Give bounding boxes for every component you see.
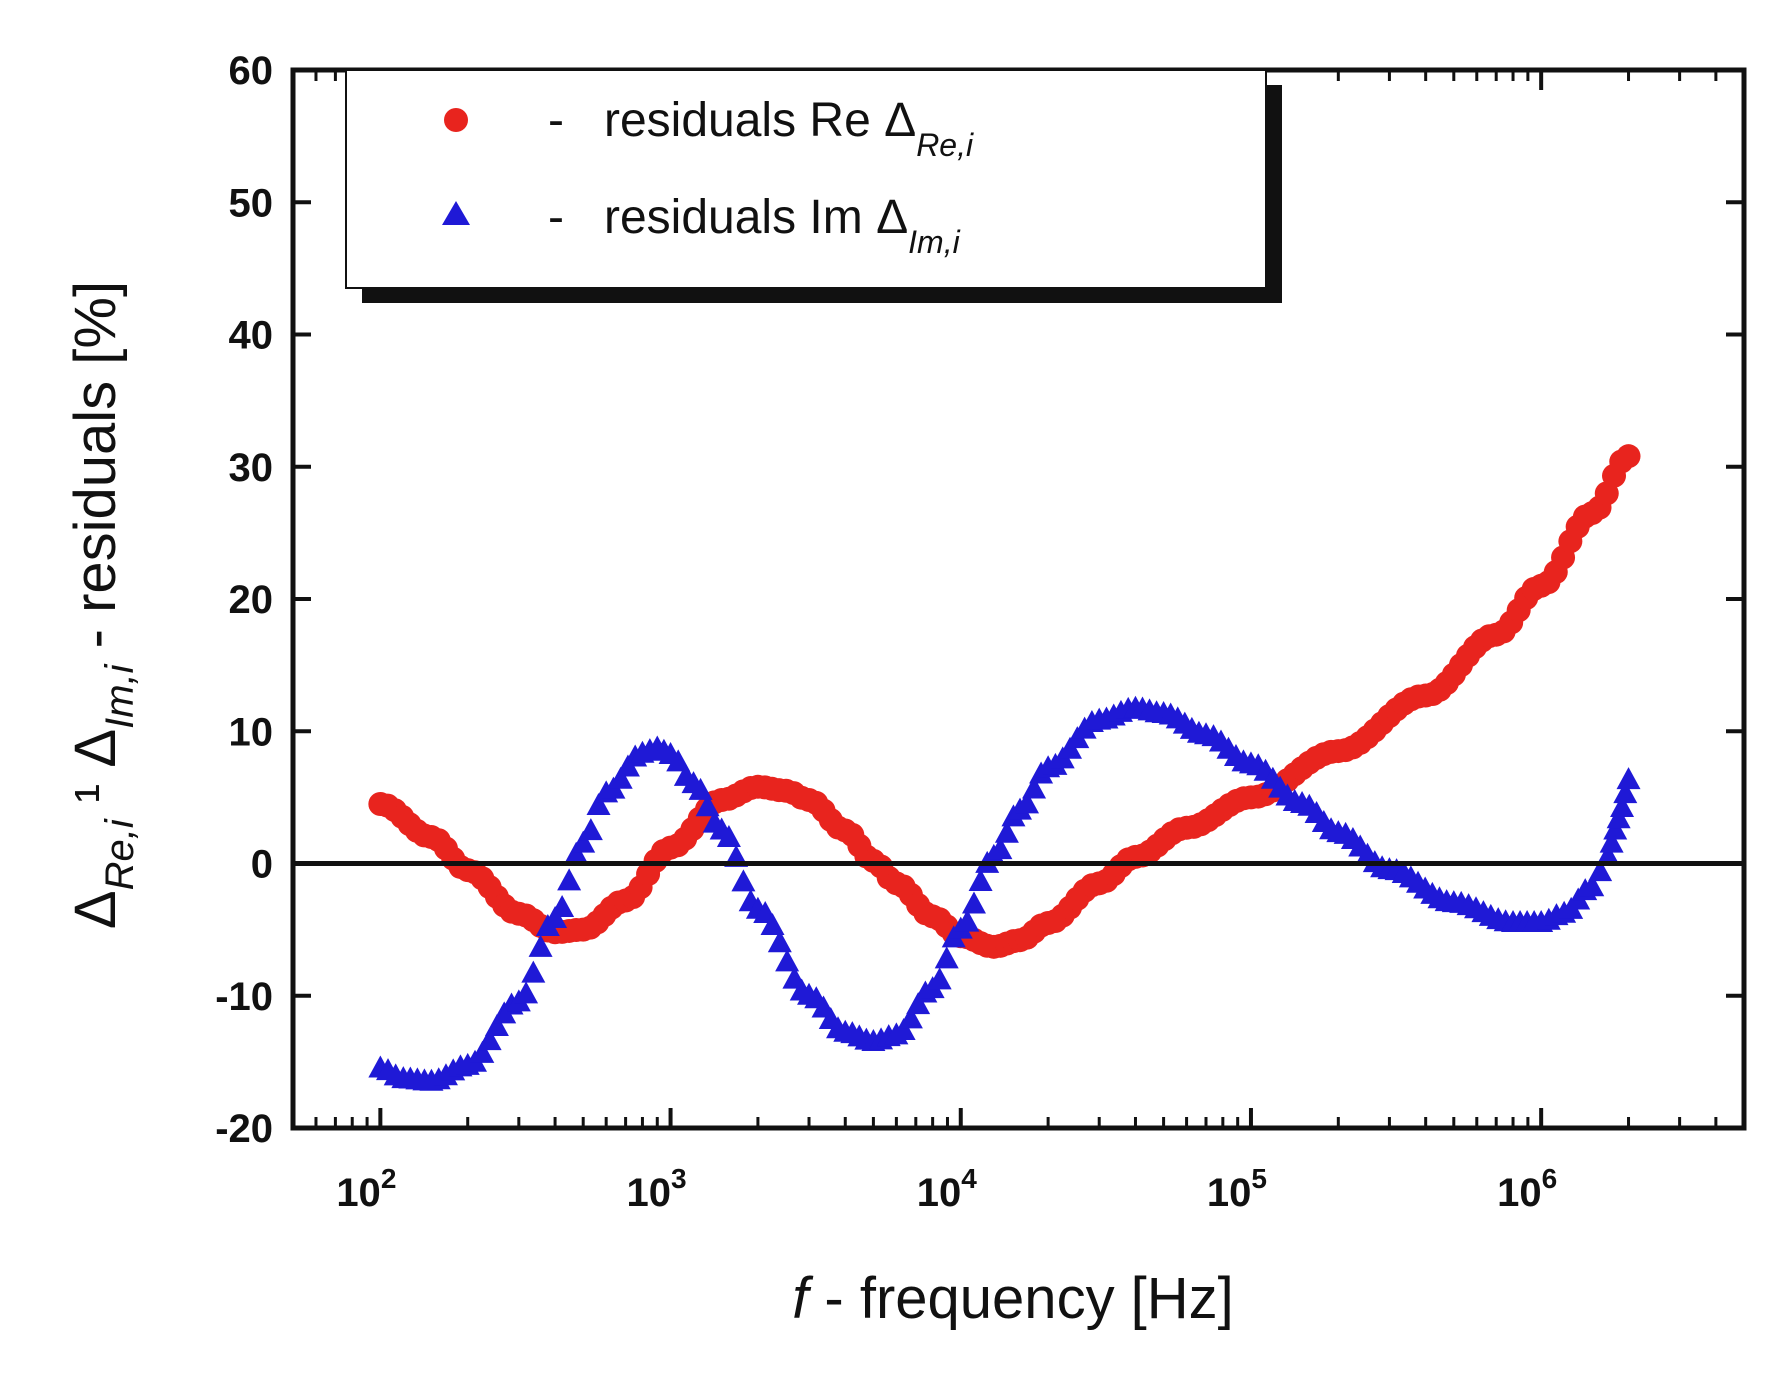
data-point-im [514, 981, 539, 1004]
legend: - residuals Re ΔRe,i - residuals Im ΔIm,… [345, 69, 1282, 303]
data-point-im [521, 960, 546, 983]
y-tick-label: 50 [229, 181, 274, 225]
legend-box [345, 69, 1267, 289]
data-point-im [1022, 776, 1047, 799]
data-point-im [484, 1014, 509, 1037]
data-point-im [1610, 794, 1635, 817]
x-tick-label: 103 [627, 1163, 687, 1215]
x-tick-label: 104 [917, 1163, 978, 1215]
legend-dash-re: - [548, 94, 564, 147]
x-axis-title: f - frequency [Hz] [792, 1266, 1234, 1331]
data-point-im [1596, 843, 1621, 866]
data-point-im [955, 909, 980, 932]
data-point-im [608, 766, 633, 789]
y-axis-title: ΔRe,i ¹ ΔIm,i - residuals [%] [63, 281, 142, 929]
data-point-im [775, 949, 800, 972]
y-tick-label: 30 [229, 446, 274, 490]
data-point-im [934, 946, 959, 969]
legend-label-im: residuals Im ΔIm,i [604, 191, 961, 260]
data-point-im [666, 749, 691, 772]
data-point-im [891, 1018, 916, 1041]
data-point-im [731, 869, 756, 892]
data-point-im [470, 1040, 495, 1063]
data-point-im [968, 869, 993, 892]
data-point-im [1580, 874, 1605, 897]
data-point-im [988, 837, 1013, 860]
legend-marker-circle [444, 108, 468, 132]
data-point-im [1616, 767, 1641, 790]
data-point-im [1613, 781, 1638, 804]
y-tick-label: -20 [215, 1107, 273, 1151]
data-point-im [564, 841, 589, 864]
x-tick-label: 106 [1497, 1163, 1557, 1215]
data-point-im [898, 1006, 923, 1029]
data-point-im [906, 992, 931, 1015]
data-point-im [543, 906, 568, 929]
data-point-im [1599, 830, 1624, 853]
y-tick-label: -10 [215, 975, 273, 1019]
x-tick-label: 102 [336, 1163, 396, 1215]
data-point-re [1616, 444, 1641, 469]
x-tick-label: 105 [1207, 1163, 1267, 1215]
data-point-im [760, 912, 785, 935]
data-point-im [578, 818, 603, 841]
data-point-im [571, 830, 596, 853]
data-point-im [550, 895, 575, 918]
data-point-im [1015, 791, 1040, 814]
legend-dash-im: - [548, 191, 564, 244]
y-tick-label: 40 [229, 314, 274, 358]
legend-marker-triangle [442, 201, 470, 225]
y-tick-label: 60 [229, 49, 274, 93]
data-point-im [688, 777, 713, 800]
data-point-im [767, 930, 792, 953]
data-point-im [994, 820, 1019, 843]
data-point-im [1603, 817, 1628, 840]
legend-label-re: residuals Re ΔRe,i [604, 94, 974, 163]
data-point-im [477, 1028, 502, 1051]
y-tick-label: 0 [251, 843, 273, 887]
data-point-im [586, 792, 611, 815]
data-point-im [528, 934, 553, 957]
data-point-im [961, 891, 986, 914]
y-tick-label: 20 [229, 578, 274, 622]
data-point-im [716, 825, 741, 848]
y-tick-label: 10 [229, 710, 274, 754]
data-point-im [695, 794, 720, 817]
data-point-im [1588, 859, 1613, 882]
series-im [368, 695, 1641, 1091]
data-point-im [557, 868, 582, 891]
data-point-im [1606, 806, 1631, 829]
data-point-im [927, 967, 952, 990]
